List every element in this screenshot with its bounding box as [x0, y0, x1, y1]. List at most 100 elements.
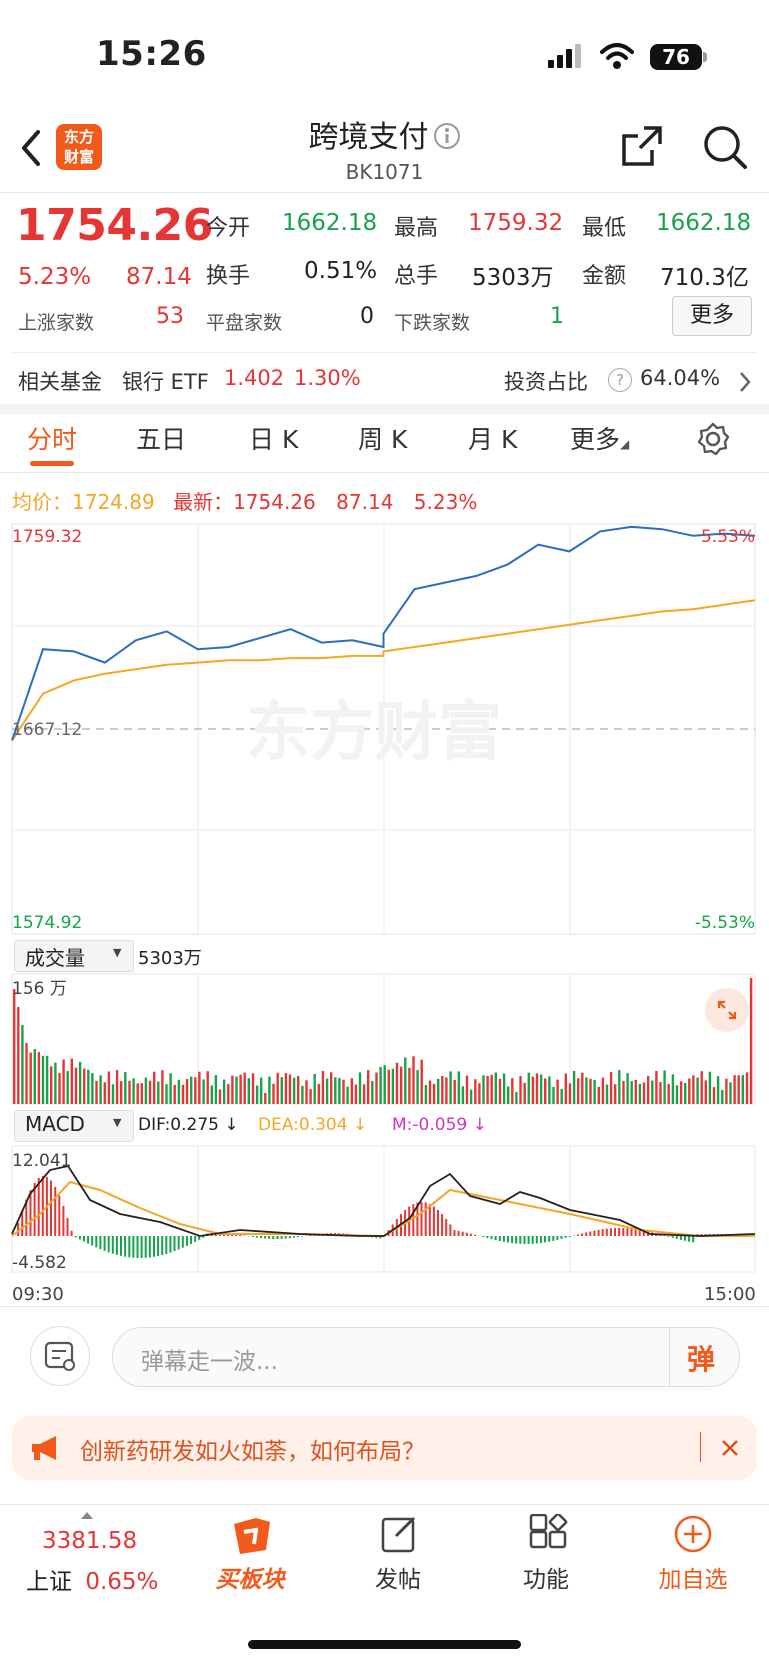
- macd-bar: [445, 1219, 448, 1236]
- active-tab-indicator: [30, 461, 74, 466]
- macd-bar: [190, 1236, 192, 1244]
- macd-bar: [552, 1236, 555, 1241]
- nav-add-watchlist[interactable]: 加自选: [633, 1510, 753, 1600]
- volume-bar: [297, 1076, 300, 1104]
- volume-indicator-select[interactable]: 成交量 ▼: [14, 940, 134, 972]
- macd-bar: [618, 1228, 621, 1236]
- price-summary-line: 均价：1724.89 最新：1754.26 87.14 5.23%: [12, 486, 477, 515]
- macd-bar: [284, 1236, 287, 1239]
- info-icon[interactable]: [433, 122, 461, 150]
- volume-bar: [107, 1071, 111, 1104]
- amount-value: 710.3亿: [660, 265, 749, 291]
- megaphone-icon: [32, 1436, 56, 1460]
- tab-intraday[interactable]: 分时: [27, 425, 78, 454]
- volume-bar: [25, 1043, 28, 1104]
- macd-indicator-select[interactable]: MACD ▼: [14, 1110, 134, 1142]
- volume-bar: [157, 1081, 160, 1104]
- chevron-right-icon: [740, 372, 751, 392]
- more-quote-button[interactable]: 更多: [672, 296, 752, 336]
- search-icon[interactable]: [702, 124, 748, 170]
- latest-pct: 5.23%: [413, 490, 478, 514]
- macd-bar: [165, 1236, 168, 1254]
- macd-bar: [292, 1236, 295, 1238]
- danmu-send-button[interactable]: 弹: [687, 1343, 716, 1376]
- dropdown-arrow-icon: ▼: [113, 946, 122, 959]
- volume-bar: [330, 1072, 333, 1104]
- tab-more[interactable]: 更多◢: [570, 425, 630, 454]
- volume-bar: [371, 1081, 374, 1104]
- macd-bar: [515, 1236, 518, 1244]
- ratio-label: 投资占比: [504, 370, 588, 394]
- volume-bar: [255, 1085, 259, 1104]
- volume-bar: [474, 1079, 477, 1104]
- quote-divider: [12, 352, 757, 353]
- volume-bar: [626, 1073, 629, 1104]
- volume-bar: [400, 1066, 403, 1104]
- nav-post[interactable]: 发帖: [338, 1510, 458, 1600]
- help-icon[interactable]: ?: [608, 368, 632, 392]
- nav-functions[interactable]: 功能: [486, 1510, 606, 1600]
- volume-bar: [589, 1078, 592, 1104]
- close-icon[interactable]: [720, 1438, 740, 1458]
- last-price: 1754.26: [16, 200, 213, 251]
- share-icon[interactable]: [620, 124, 664, 168]
- macd-bar: [589, 1231, 592, 1236]
- volume-bar: [21, 1025, 24, 1104]
- macd-bar: [202, 1236, 205, 1238]
- volume-bar: [58, 1073, 61, 1104]
- notice-separator: [700, 1432, 701, 1462]
- danmu-settings-button[interactable]: [30, 1326, 90, 1386]
- volume-bar: [317, 1084, 320, 1104]
- low-label: 最低: [582, 216, 627, 241]
- macd-bar: [428, 1204, 431, 1236]
- macd-bar: [465, 1232, 468, 1236]
- tab-five-day[interactable]: 五日: [136, 425, 187, 454]
- volume-bar: [321, 1071, 325, 1104]
- danmu-input[interactable]: 弹幕走一波... 弹: [112, 1327, 740, 1387]
- macd-y-bottom: -4.582: [12, 1253, 67, 1273]
- volume-bar: [539, 1074, 543, 1104]
- volume-bar: [54, 1062, 57, 1104]
- volume-bar: [280, 1077, 283, 1104]
- expand-button[interactable]: [705, 988, 749, 1032]
- settings-gear-icon[interactable]: [696, 422, 730, 456]
- volume-bars: [13, 978, 753, 1104]
- down-count: 1: [550, 304, 564, 329]
- volume-bar: [272, 1083, 275, 1104]
- nav-buy-sector[interactable]: 买板块: [190, 1510, 310, 1600]
- volume-bar: [667, 1084, 670, 1104]
- index-value[interactable]: 3381.58: [42, 1528, 138, 1554]
- volume-bar: [379, 1066, 382, 1104]
- volume-bar: [17, 1007, 20, 1104]
- macd-bar: [37, 1178, 40, 1236]
- index-ticker[interactable]: 上证 0.65%: [26, 1562, 158, 1596]
- tab-weekly-k[interactable]: 周 K: [358, 425, 408, 454]
- volume-bar: [432, 1083, 436, 1104]
- up-count-label: 上涨家数: [18, 312, 95, 334]
- volume-bar: [231, 1075, 234, 1104]
- macd-bar: [469, 1233, 472, 1236]
- volume-bar: [634, 1079, 637, 1104]
- macd-bar: [21, 1210, 24, 1236]
- intraday-chart[interactable]: 东方财富 1759.32 1667.12 1574.92 5.53% -5.53…: [0, 522, 769, 938]
- volume-bar: [544, 1078, 547, 1104]
- volume-bar: [83, 1068, 86, 1104]
- tab-monthly-k[interactable]: 月 K: [468, 425, 518, 454]
- tab-daily-k[interactable]: 日 K: [249, 425, 299, 454]
- change-value: 87.14: [126, 264, 192, 290]
- volume-bar: [568, 1083, 572, 1104]
- volume-bar: [148, 1080, 152, 1104]
- macd-bar: [671, 1236, 674, 1238]
- volume-bar: [655, 1071, 658, 1104]
- tabs-divider: [0, 472, 769, 473]
- back-arrow-icon[interactable]: [18, 128, 44, 168]
- volume-bar: [725, 1078, 728, 1104]
- chart-bottom-divider: [0, 1306, 769, 1307]
- notice-banner[interactable]: 创新药研发如火如荼，如何布局？: [12, 1416, 757, 1480]
- volume-chart: 156 万: [11, 973, 756, 1105]
- volume-bar: [605, 1084, 609, 1104]
- macd-bar: [78, 1236, 81, 1240]
- time-end-label: 15:00: [704, 1284, 756, 1305]
- volume-bar: [688, 1078, 691, 1104]
- related-fund-row[interactable]: 相关基金 银行 ETF 1.402 1.30% 投资占比 ? 64.04%: [18, 364, 758, 400]
